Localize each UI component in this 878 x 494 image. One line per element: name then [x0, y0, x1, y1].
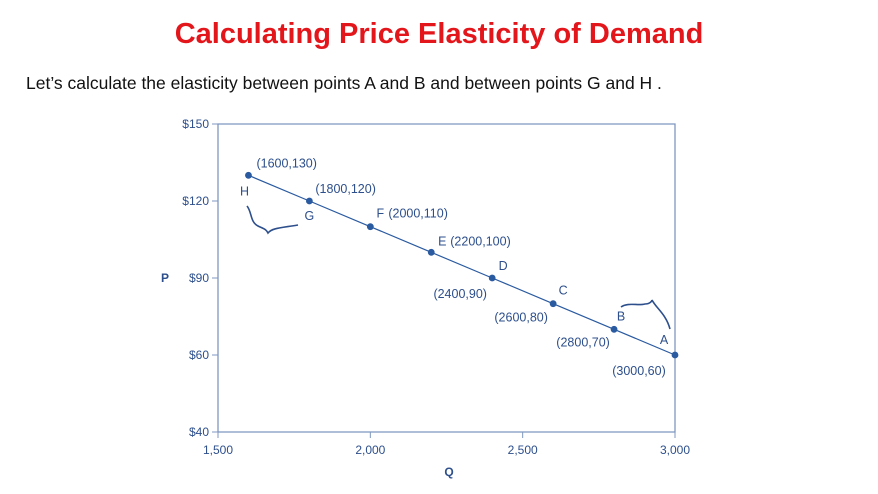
point-coord-label: (2600,80) — [494, 311, 548, 325]
point-a — [671, 351, 679, 359]
slide-title: Calculating Price Elasticity of Demand — [174, 18, 704, 50]
point-letter: D — [499, 259, 508, 273]
x-tick-label: 3,000 — [660, 443, 690, 457]
point-e — [427, 248, 435, 256]
point-coord-label: (2400,90) — [433, 287, 487, 301]
point-coord-label: (2200,100) — [450, 234, 510, 248]
demand-line — [248, 174, 676, 356]
point-letter: B — [617, 309, 625, 323]
point-d — [488, 274, 496, 282]
x-tick-label: 1,500 — [203, 443, 233, 457]
point-g — [306, 197, 313, 205]
y-tick-label: $120 — [182, 194, 209, 208]
brace-gh — [246, 205, 299, 235]
point-f — [366, 223, 374, 231]
point-coord-label: (1600,130) — [256, 156, 316, 170]
point-coord-label: (2000,110) — [388, 207, 448, 221]
point-letter: A — [660, 333, 669, 347]
point-letter: E — [438, 234, 446, 248]
x-axis-label: Q — [444, 465, 453, 479]
x-tick-label: 2,500 — [508, 443, 538, 457]
point-c — [549, 300, 557, 308]
point-letter: G — [305, 209, 315, 223]
point-coord-label: (2800,70) — [556, 335, 610, 349]
point-coord-label: (1800,120) — [315, 182, 375, 196]
point-letter: H — [240, 184, 249, 198]
y-tick-label: $150 — [182, 117, 209, 131]
point-h — [245, 171, 252, 179]
point-letter: C — [559, 284, 568, 298]
y-tick-label: $90 — [189, 271, 209, 285]
y-tick-label: $60 — [189, 348, 209, 362]
slide-subtitle: Let’s calculate the elasticity between p… — [26, 73, 662, 93]
y-axis-label: P — [161, 271, 169, 285]
point-letter: F — [377, 207, 385, 221]
point-coord-label: (3000,60) — [612, 364, 666, 378]
y-tick-label: $40 — [189, 425, 209, 439]
brace-ab — [620, 299, 671, 330]
x-tick-label: 2,000 — [355, 443, 385, 457]
point-b — [610, 325, 618, 333]
